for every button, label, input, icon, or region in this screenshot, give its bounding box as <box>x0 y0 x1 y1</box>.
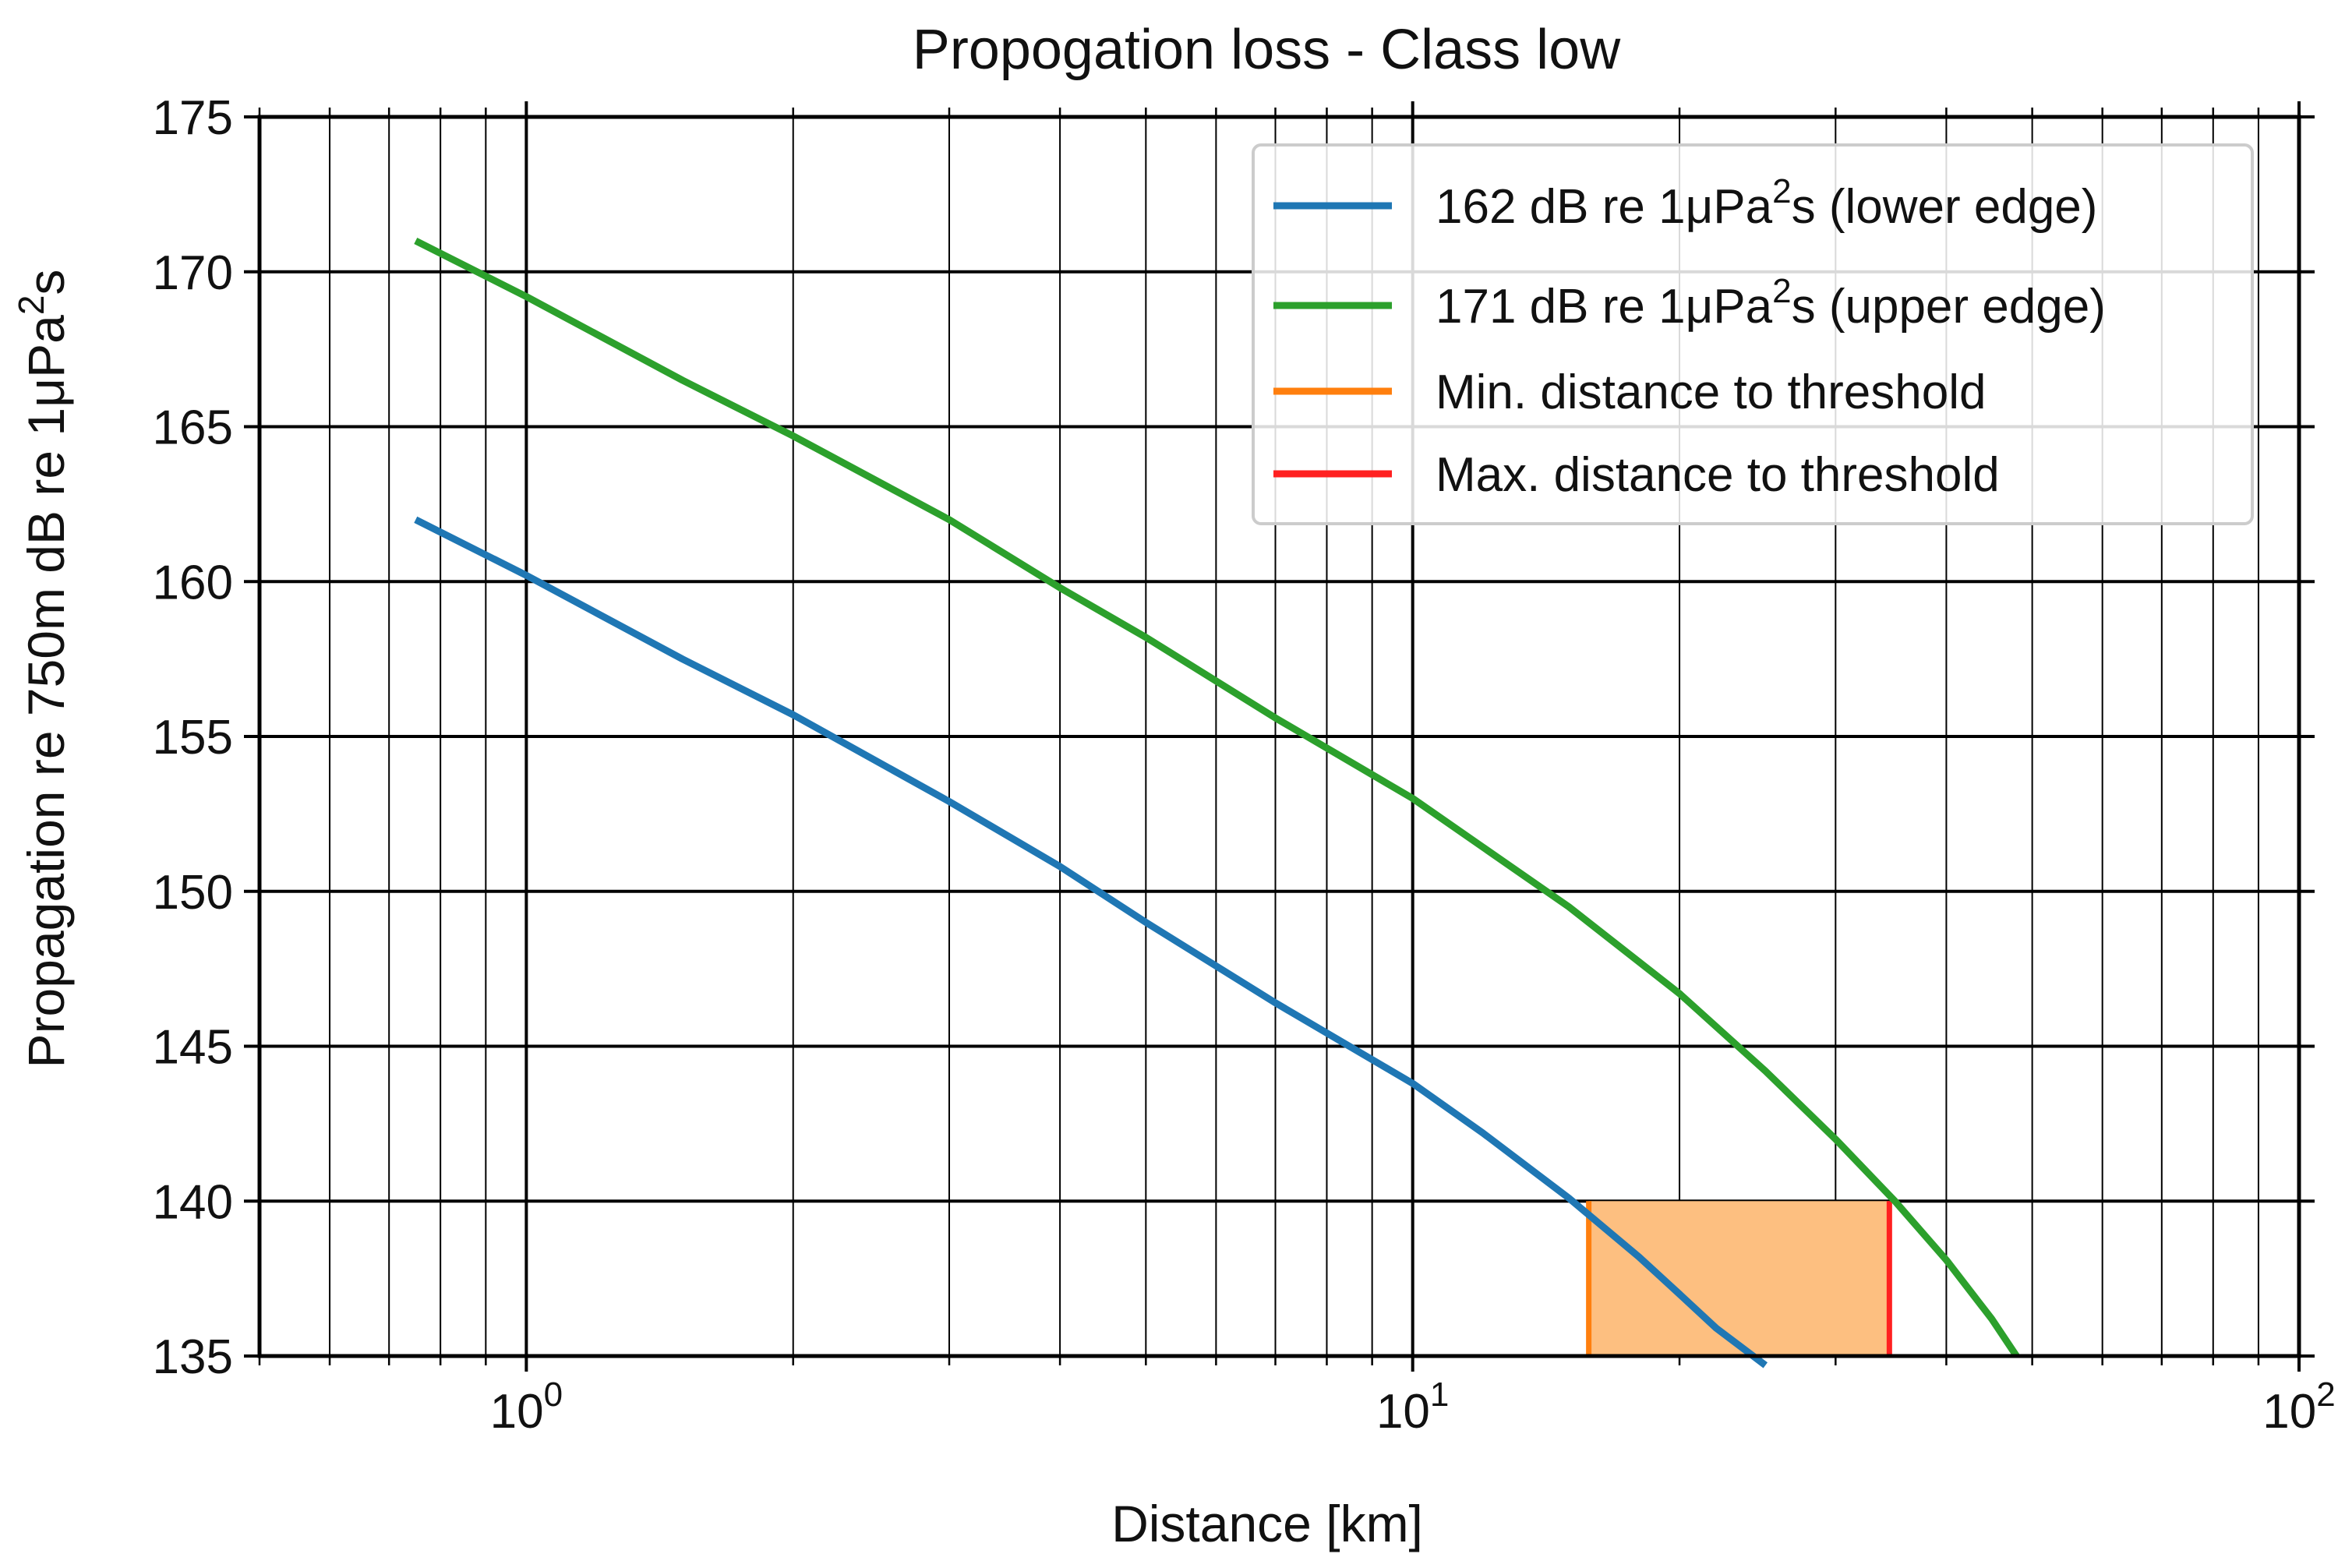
x-tick-label-exponent: 1 <box>1430 1376 1449 1414</box>
y-tick-label: 150 <box>153 866 233 920</box>
legend-label-text: s (upper edge) <box>1792 280 2106 334</box>
y-tick-label: 160 <box>153 556 233 609</box>
legend-label-text: 162 dB re 1μPa <box>1436 180 1773 234</box>
y-axis-label: Propagation re 750m dB re 1μPa2s <box>11 270 75 1068</box>
y-tick-label: 155 <box>153 711 233 765</box>
legend-lower-edge-label: 162 dB re 1μPa2s (lower edge) <box>1436 172 2097 234</box>
legend-label-sup: 2 <box>1772 272 1791 310</box>
threshold-area-layer <box>1586 1201 1892 1356</box>
legend-label-text: 171 dB re 1μPa <box>1436 280 1773 334</box>
upper-edge-line <box>414 237 2020 1358</box>
x-tick-label-base: 10 <box>490 1385 544 1439</box>
x-tick-label-exponent: 2 <box>2316 1376 2335 1414</box>
chart-title: Propogation loss - Class low <box>913 19 1621 81</box>
y-tick-label: 145 <box>153 1021 233 1075</box>
y-axis-label-tail: s <box>17 270 75 295</box>
legend-min-distance-label: Min. distance to threshold <box>1436 366 1987 419</box>
x-tick-label-base: 10 <box>1376 1385 1430 1439</box>
legend-box <box>1252 143 2254 525</box>
x-tick-label-exponent: 0 <box>544 1376 563 1414</box>
x-tick-label: 100 <box>490 1376 563 1439</box>
x-axis-label: Distance [km] <box>1111 1495 1423 1552</box>
x-tick-label: 102 <box>2262 1376 2335 1439</box>
y-tick-label: 165 <box>153 401 233 455</box>
legend-upper-edge-label: 171 dB re 1μPa2s (upper edge) <box>1436 272 2106 334</box>
y-axis-label-base: Propagation re 750m dB re 1μPa <box>17 315 75 1068</box>
lower-edge-line <box>414 516 1768 1368</box>
legend-max-distance-label: Max. distance to threshold <box>1436 448 2000 502</box>
x-tick-label-base: 10 <box>2262 1385 2316 1439</box>
threshold-area <box>1588 1201 1890 1356</box>
y-axis-label-sup: 2 <box>11 295 51 316</box>
y-tick-label: 170 <box>153 246 233 300</box>
x-tick-label: 101 <box>1376 1376 1449 1439</box>
legend-label-text: s (lower edge) <box>1792 180 2098 234</box>
legend-label-sup: 2 <box>1772 172 1791 210</box>
y-tick-label: 175 <box>153 91 233 145</box>
legend: 162 dB re 1μPa2s (lower edge)171 dB re 1… <box>1252 143 2254 525</box>
series-layer <box>414 237 2020 1368</box>
y-tick-label: 135 <box>153 1330 233 1384</box>
y-tick-label: 140 <box>153 1175 233 1229</box>
